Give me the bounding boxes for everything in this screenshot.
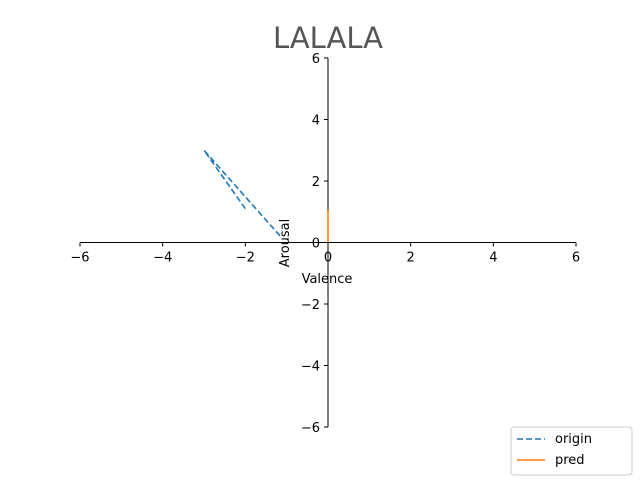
x-axis-label: Valence [302, 272, 353, 287]
legend-label-pred: pred [555, 453, 585, 468]
y-tick-label: 2 [312, 175, 320, 190]
y-tick-label: −4 [301, 360, 320, 375]
chart-title: LALALA [273, 21, 383, 55]
x-tick-label: 2 [407, 251, 415, 266]
legend-label-origin: origin [555, 432, 592, 447]
x-tick-label: −4 [153, 251, 172, 266]
ticks: −6 −4 −2 0 2 4 6 −6 −4 −2 0 2 4 6 [70, 52, 580, 436]
y-tick-label: −6 [301, 421, 320, 436]
x-tick-label: 4 [489, 251, 497, 266]
series-layer [203, 149, 329, 243]
legend: origin pred [510, 426, 633, 476]
x-tick-label: −6 [70, 251, 89, 266]
x-tick-label: −2 [236, 251, 255, 266]
y-tick-label: 6 [312, 52, 320, 67]
y-tick-label: 4 [312, 114, 320, 129]
y-tick-label: 0 [312, 237, 320, 252]
x-tick-label: 6 [572, 251, 580, 266]
x-tick-label: 0 [324, 251, 332, 266]
series-line-origin [203, 149, 282, 237]
y-axis-label: Arousal [278, 219, 293, 268]
legend-frame [510, 426, 633, 476]
y-tick-label: −2 [301, 298, 320, 313]
